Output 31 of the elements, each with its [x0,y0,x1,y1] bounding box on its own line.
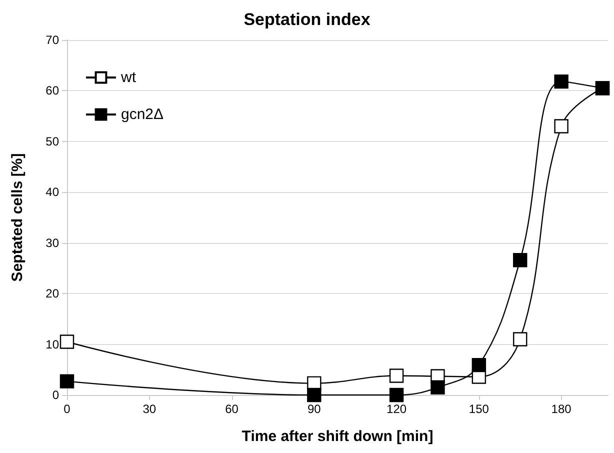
legend-label: gcn2Δ [121,106,164,123]
point [472,358,486,372]
x-tick-label: 120 [386,402,407,416]
x-tick-label: 0 [64,402,71,416]
y-tick-label: 10 [46,337,60,352]
y-tick-label: 70 [46,33,60,47]
chart-title: Septation index [244,10,371,29]
y-axis-title: Septated cells [%] [9,153,26,282]
point [389,388,404,402]
y-tick-label: 20 [46,286,60,301]
point [389,368,404,383]
point [554,74,568,89]
point [60,334,74,349]
point [60,374,74,388]
point [554,119,568,134]
point [513,253,528,268]
point [430,380,445,394]
x-tick-label: 60 [225,402,239,416]
point [307,388,322,402]
x-tick-label: 30 [142,402,156,416]
x-tick-label: 90 [307,402,322,416]
x-tick-label: 150 [468,402,490,416]
y-tick-label: 30 [46,236,60,250]
y-tick-label: 0 [52,388,60,402]
point [513,332,528,346]
legend-label: wt [120,69,137,86]
y-tick-label: 40 [46,185,60,200]
y-tick-label: 50 [46,134,60,148]
x-axis-title: Time after shift down [min] [242,428,434,445]
y-tick-label: 60 [46,84,60,98]
x-tick-label: 180 [551,402,572,416]
